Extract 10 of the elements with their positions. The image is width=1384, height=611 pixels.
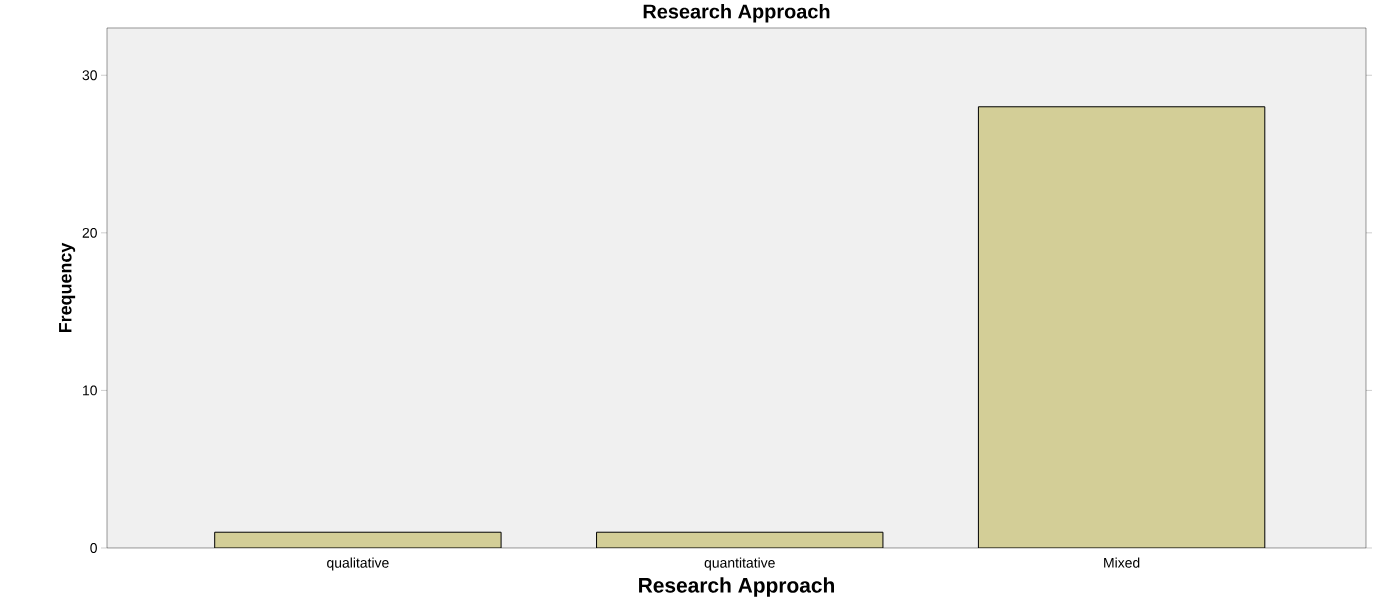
y-tick-label: 0	[90, 543, 97, 553]
y-axis-title: Frequency	[59, 242, 76, 333]
x-axis-title: Research Approach	[639, 577, 834, 597]
y-tick-label: 10	[83, 385, 97, 396]
x-tick-label: quantitative	[704, 557, 775, 571]
y-tick-label: 20	[82, 227, 97, 238]
y-tick-label: 30	[82, 70, 97, 81]
x-tick-label: Mixed	[1104, 557, 1140, 568]
chart-title: Research Approach	[643, 3, 830, 23]
x-tick-label: qualitative	[327, 557, 389, 571]
